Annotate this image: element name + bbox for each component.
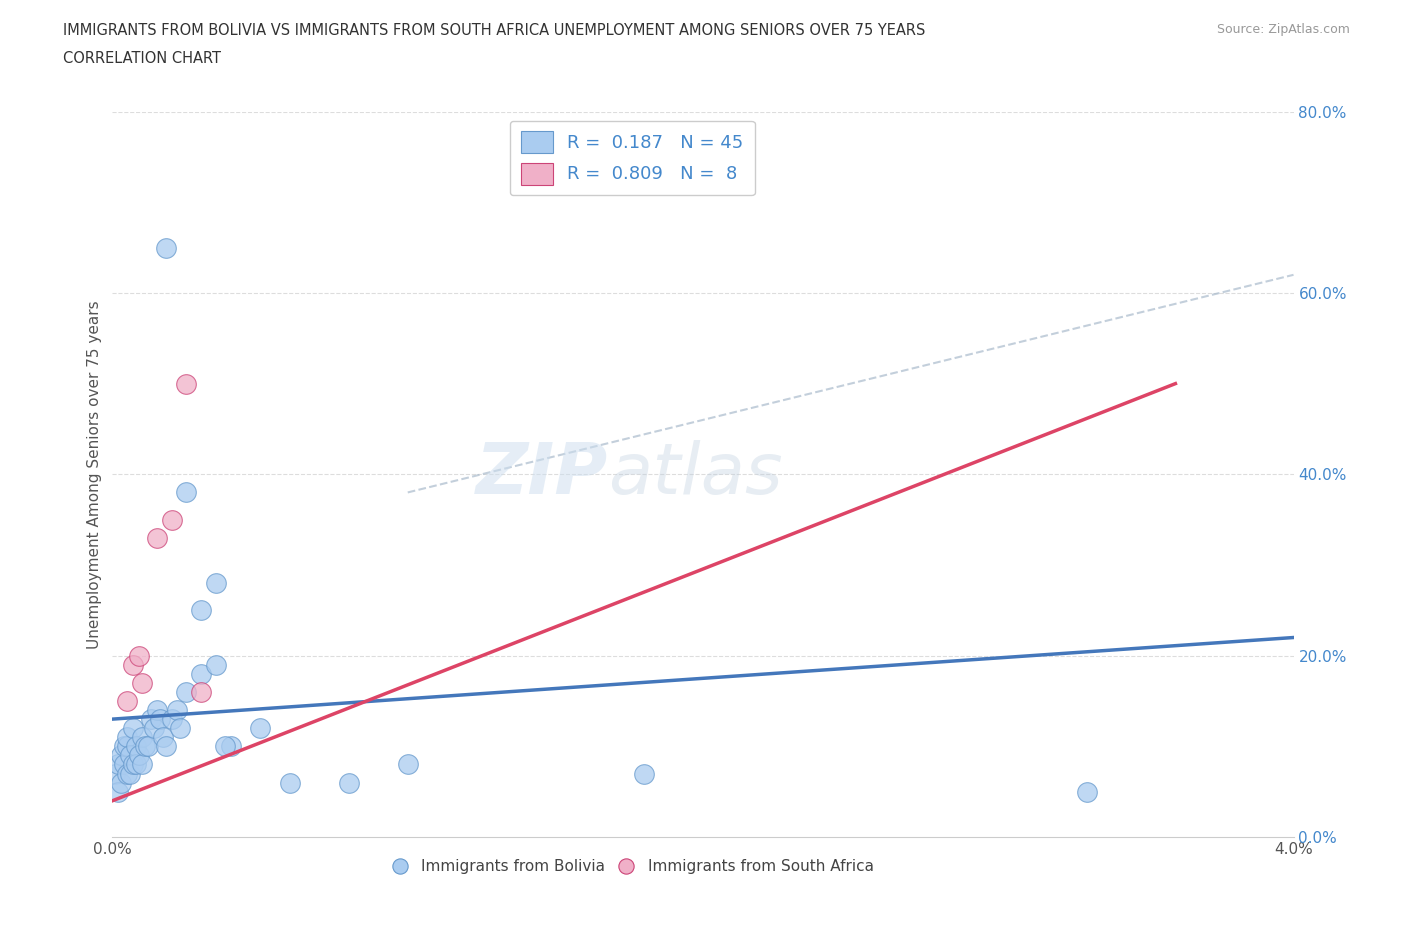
Point xyxy=(205,658,228,672)
Point xyxy=(174,485,197,500)
Point xyxy=(160,711,183,726)
Point xyxy=(117,730,138,745)
Point xyxy=(169,721,191,736)
Point xyxy=(110,776,132,790)
Point xyxy=(166,703,188,718)
Point xyxy=(112,757,135,772)
Point xyxy=(122,757,145,772)
Point xyxy=(120,748,142,763)
Text: Source: ZipAtlas.com: Source: ZipAtlas.com xyxy=(1216,23,1350,36)
Point xyxy=(152,730,174,745)
Point xyxy=(396,757,419,772)
Point xyxy=(131,675,153,690)
Legend: Immigrants from Bolivia, Immigrants from South Africa: Immigrants from Bolivia, Immigrants from… xyxy=(384,853,880,880)
Point xyxy=(174,377,197,392)
Point xyxy=(131,730,153,745)
Point xyxy=(190,603,212,618)
Point xyxy=(278,776,301,790)
Point xyxy=(122,721,145,736)
Point xyxy=(214,738,236,753)
Point xyxy=(155,240,177,255)
Point xyxy=(112,738,135,753)
Point xyxy=(107,757,129,772)
Point xyxy=(149,711,172,726)
Point xyxy=(117,694,138,709)
Point xyxy=(110,748,132,763)
Point xyxy=(146,703,169,718)
Point xyxy=(136,738,159,753)
Point xyxy=(128,748,150,763)
Point xyxy=(1076,784,1098,799)
Point xyxy=(104,766,127,781)
Point xyxy=(190,667,212,682)
Point xyxy=(125,757,148,772)
Point xyxy=(174,684,197,699)
Point xyxy=(128,648,150,663)
Point xyxy=(633,766,655,781)
Text: atlas: atlas xyxy=(609,440,783,509)
Y-axis label: Unemployment Among Seniors over 75 years: Unemployment Among Seniors over 75 years xyxy=(87,300,103,648)
Point xyxy=(139,711,162,726)
Point xyxy=(190,684,212,699)
Point xyxy=(160,512,183,527)
Point xyxy=(125,738,148,753)
Point xyxy=(205,576,228,591)
Point xyxy=(337,776,360,790)
Point xyxy=(131,757,153,772)
Point xyxy=(155,738,177,753)
Text: ZIP: ZIP xyxy=(477,440,609,509)
Text: CORRELATION CHART: CORRELATION CHART xyxy=(63,51,221,66)
Point xyxy=(107,784,129,799)
Point xyxy=(249,721,271,736)
Point xyxy=(142,721,165,736)
Point xyxy=(117,766,138,781)
Point xyxy=(120,766,142,781)
Point xyxy=(219,738,242,753)
Text: IMMIGRANTS FROM BOLIVIA VS IMMIGRANTS FROM SOUTH AFRICA UNEMPLOYMENT AMONG SENIO: IMMIGRANTS FROM BOLIVIA VS IMMIGRANTS FR… xyxy=(63,23,925,38)
Point xyxy=(117,738,138,753)
Point xyxy=(146,530,169,545)
Point xyxy=(122,658,145,672)
Point xyxy=(134,738,156,753)
